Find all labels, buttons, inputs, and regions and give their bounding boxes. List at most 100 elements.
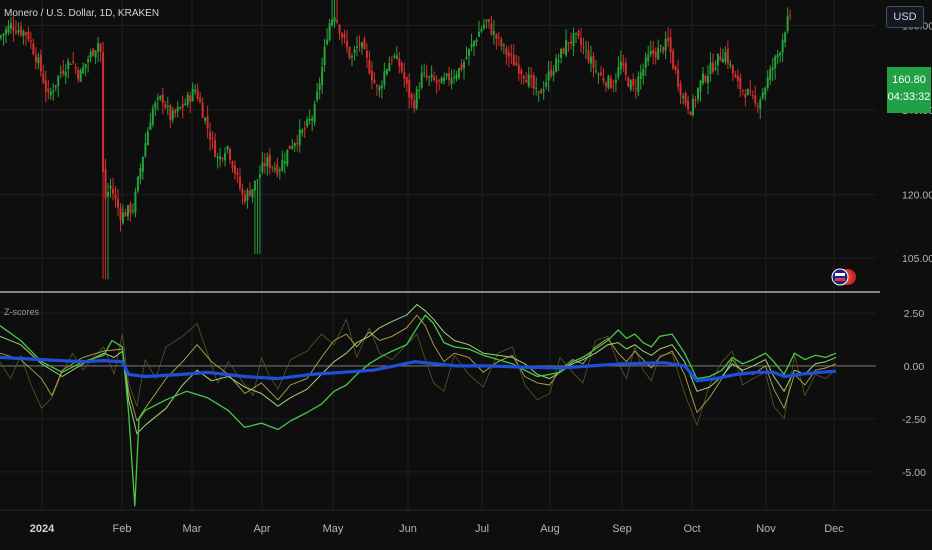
candle-body [355, 46, 358, 48]
candle-body [689, 111, 692, 116]
candle-body [477, 31, 480, 37]
candle-body [378, 86, 381, 91]
candle-body [151, 108, 154, 125]
candle-body [453, 76, 456, 78]
candle-body [537, 91, 540, 93]
candle-body [214, 140, 217, 157]
candle-body [383, 71, 386, 86]
candle-body [701, 73, 704, 84]
candle-body [460, 64, 463, 70]
candle-body [77, 69, 80, 80]
candle-body [9, 23, 12, 29]
z-score-axis[interactable]: 2.50 0.00 -2.50 -5.00 [902, 308, 926, 479]
candle-body [97, 43, 100, 52]
candle-body [405, 77, 408, 84]
candle-body [463, 62, 466, 69]
candle-body [587, 50, 590, 62]
candle-body [487, 19, 490, 22]
candle-body [550, 69, 553, 76]
candle-body [592, 56, 595, 69]
candle-body [385, 69, 388, 75]
candle-body [403, 72, 406, 79]
candle-body [79, 69, 82, 82]
time-tick-label: Mar [183, 523, 202, 535]
candle-body [375, 85, 378, 87]
z-tick-label: 0.00 [904, 361, 925, 373]
candle-body [134, 191, 137, 213]
candle-body [144, 143, 147, 157]
candle-body [555, 58, 558, 72]
candle-body [248, 190, 251, 196]
candle-body [664, 38, 667, 51]
candle-body [619, 61, 622, 70]
symbol-title[interactable]: Monero / U.S. Dollar, 1D, KRAKEN [4, 8, 160, 19]
candle-body [654, 51, 657, 58]
candle-body [206, 116, 209, 129]
candle-body [74, 66, 77, 69]
candle-body [89, 51, 92, 59]
candle-body [784, 32, 787, 43]
candle-body [542, 89, 545, 92]
candle-body [413, 100, 416, 109]
candle-body [231, 161, 234, 169]
time-tick-label: Feb [113, 523, 132, 535]
candle-body [415, 89, 418, 109]
candle-body [637, 76, 640, 93]
flag-icon[interactable] [831, 268, 856, 286]
candle-body [57, 75, 60, 86]
candle-body [497, 36, 500, 38]
price-pane[interactable] [0, 0, 880, 293]
candle-body [609, 78, 612, 89]
candle-body [485, 20, 488, 22]
flag-icon-stripe [835, 278, 845, 281]
candle-body [440, 77, 443, 84]
candle-body [54, 85, 57, 88]
candle-body [219, 156, 222, 160]
candle-body [679, 84, 682, 96]
candle-body [7, 25, 10, 33]
time-axis[interactable]: 2024 Feb Mar Apr May Jun Jul Aug Sep Oct Nov Dec [0, 509, 932, 535]
candle-body [380, 85, 383, 89]
candle-body [764, 87, 767, 95]
candle-body [52, 90, 55, 93]
price-badge: 160.80 04:33:32 [887, 67, 931, 113]
candle-body [196, 89, 199, 99]
candle-body [390, 59, 393, 61]
candle-body [607, 75, 610, 88]
candle-body [216, 156, 219, 158]
candle-body [629, 80, 632, 90]
candle-body [567, 42, 570, 45]
candle-body [341, 33, 344, 38]
candle-body [159, 96, 162, 99]
z-tick-label: -2.50 [902, 414, 926, 426]
candle-body [540, 89, 543, 94]
candle-body [251, 189, 254, 198]
candle-body [281, 159, 284, 171]
candle-body [714, 68, 717, 70]
candle-body [121, 212, 124, 223]
candle-body [711, 62, 714, 72]
z-score-pane[interactable] [0, 304, 876, 507]
candle-body [181, 104, 184, 108]
candle-body [704, 75, 707, 82]
currency-button[interactable]: USD [886, 6, 924, 28]
candle-body [697, 88, 700, 100]
time-tick-label: Sep [612, 523, 632, 535]
candle-body [246, 190, 249, 201]
candle-body [39, 54, 42, 72]
candle-body [261, 162, 264, 173]
candle-body [756, 106, 759, 108]
candle-body [326, 39, 329, 45]
grid-lines [0, 0, 876, 510]
candle-body [291, 146, 294, 149]
candle-body [749, 90, 752, 92]
candle-body [706, 75, 709, 84]
candle-body [82, 66, 85, 74]
candle-body [44, 80, 47, 92]
candle-body [24, 32, 27, 35]
time-tick-label: Jun [399, 523, 417, 535]
candle-body [642, 68, 645, 76]
candle-body [475, 39, 478, 43]
candle-body [560, 49, 563, 58]
candle-body [400, 62, 403, 72]
